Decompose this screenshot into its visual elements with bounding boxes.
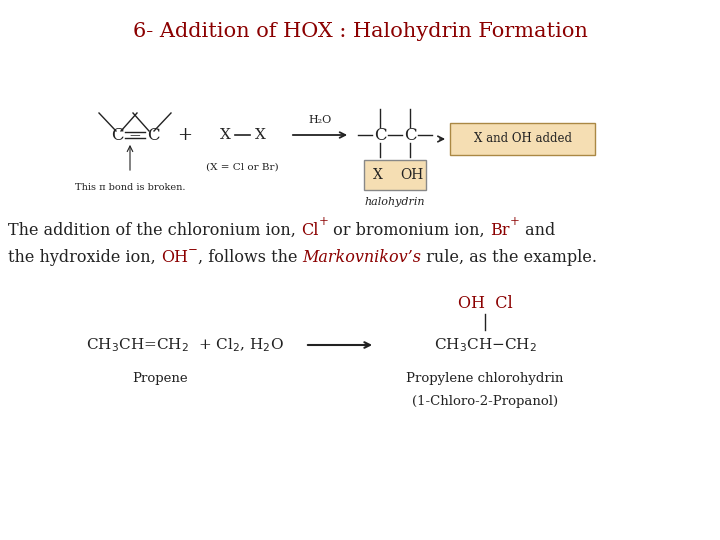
Text: halohydrin: halohydrin <box>365 197 426 207</box>
Text: CH$_3$CH=CH$_2$  + Cl$_2$, H$_2$O: CH$_3$CH=CH$_2$ + Cl$_2$, H$_2$O <box>86 336 284 354</box>
Text: Br: Br <box>490 222 510 239</box>
Text: =: = <box>129 128 141 142</box>
Text: (X = Cl or Br): (X = Cl or Br) <box>206 163 279 172</box>
Text: OH  Cl: OH Cl <box>458 295 513 312</box>
Text: CH$_3$CH$-$CH$_2$: CH$_3$CH$-$CH$_2$ <box>433 336 536 354</box>
Text: and: and <box>520 222 554 239</box>
Text: C: C <box>111 126 123 144</box>
Text: This π bond is broken.: This π bond is broken. <box>75 183 185 192</box>
Text: or bromonium ion,: or bromonium ion, <box>328 222 490 239</box>
Text: 6- Addition of HOX : Halohydrin Formation: 6- Addition of HOX : Halohydrin Formatio… <box>132 22 588 41</box>
Text: H₂O: H₂O <box>308 115 332 125</box>
FancyBboxPatch shape <box>450 123 595 155</box>
Text: X: X <box>255 128 266 142</box>
Text: OH: OH <box>400 168 423 182</box>
Text: (1-Chloro-2-Propanol): (1-Chloro-2-Propanol) <box>412 395 558 408</box>
Text: Cl: Cl <box>301 222 318 239</box>
Text: −: − <box>188 242 198 255</box>
Text: +: + <box>510 215 520 228</box>
FancyBboxPatch shape <box>364 160 426 190</box>
Text: +: + <box>178 126 192 144</box>
Text: C: C <box>404 126 416 144</box>
Text: Propylene chlorohydrin: Propylene chlorohydrin <box>406 372 564 385</box>
Text: , follows the: , follows the <box>198 249 302 266</box>
Text: Markovnikov’s: Markovnikov’s <box>302 249 421 266</box>
Text: X: X <box>220 128 230 142</box>
Text: C: C <box>147 126 159 144</box>
Text: Propene: Propene <box>132 372 188 385</box>
Text: X and OH added: X and OH added <box>474 132 572 145</box>
Text: C: C <box>374 126 387 144</box>
Text: The addition of the chloronium ion,: The addition of the chloronium ion, <box>8 222 301 239</box>
Text: rule, as the example.: rule, as the example. <box>421 249 598 266</box>
Text: the hydroxide ion,: the hydroxide ion, <box>8 249 161 266</box>
Text: OH: OH <box>161 249 188 266</box>
Text: +: + <box>318 215 328 228</box>
Text: X: X <box>373 168 383 182</box>
